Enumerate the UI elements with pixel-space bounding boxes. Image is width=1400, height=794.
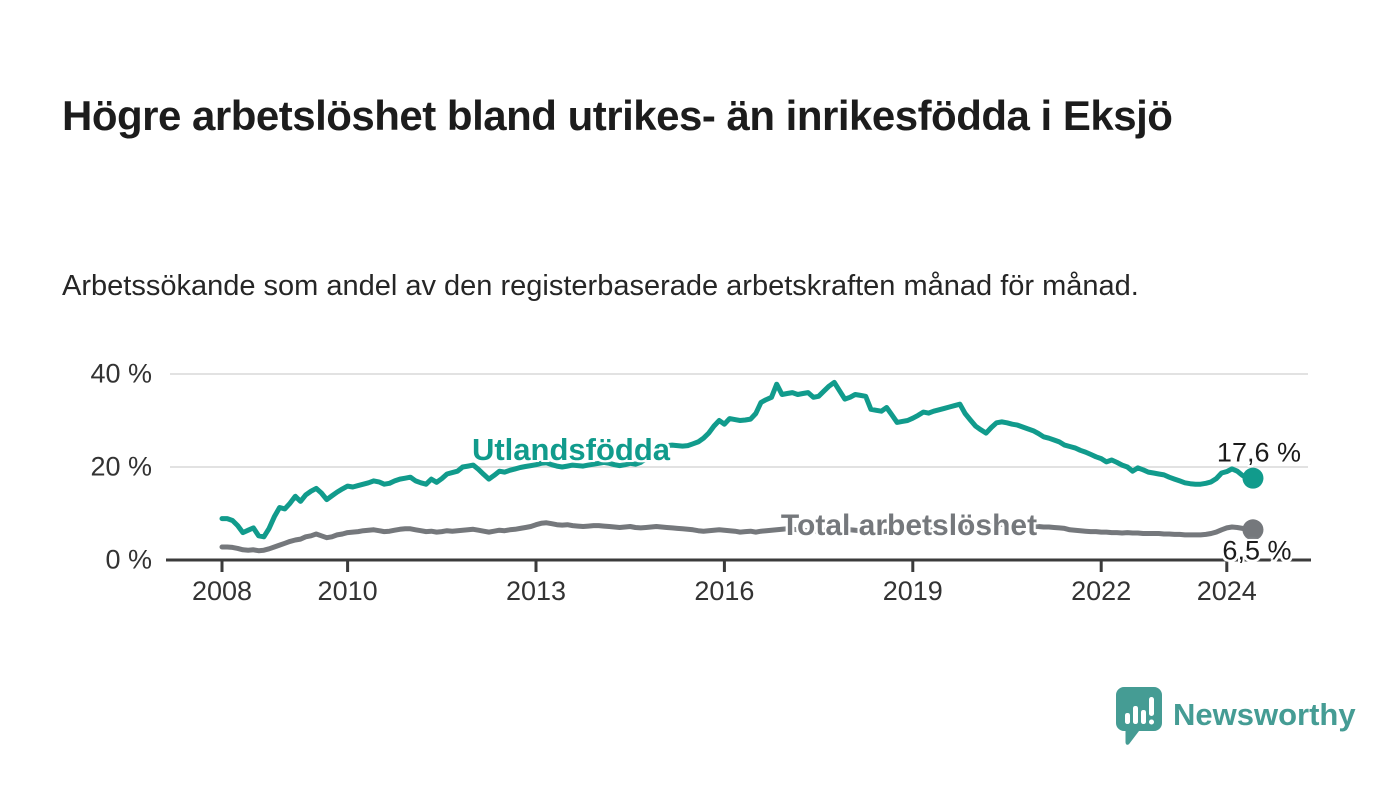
end-value-label-utlandsfodda: 17,6 % bbox=[1216, 437, 1301, 468]
end-dot-total bbox=[1242, 519, 1264, 541]
x-axis-label-2022: 2022 bbox=[1071, 576, 1132, 606]
series-label-utlandsfodda: Utlandsfödda bbox=[471, 432, 671, 467]
x-axis-label-2024: 2024 bbox=[1196, 576, 1257, 606]
y-axis-label-20: 20 % bbox=[90, 451, 152, 482]
end-dot-utlandsfodda bbox=[1242, 467, 1264, 489]
x-axis-label-2019: 2019 bbox=[882, 576, 943, 606]
x-axis-label-2010: 2010 bbox=[317, 576, 378, 606]
chart-subtitle: Arbetssökande som andel av den registerb… bbox=[62, 270, 1139, 302]
series-line-total bbox=[219, 520, 1256, 554]
x-axis-label-2008: 2008 bbox=[191, 576, 253, 606]
page-title: Högre arbetslöshet bland utrikes- än inr… bbox=[62, 92, 1173, 140]
newsworthy-bubble-chart-icon bbox=[1116, 687, 1162, 745]
x-axis-label-2016: 2016 bbox=[694, 576, 755, 606]
x-axis-label-2013: 2013 bbox=[505, 576, 567, 606]
y-axis-label-40: 40 % bbox=[90, 358, 152, 389]
series-label-total: Total arbetslöshet bbox=[780, 509, 1038, 542]
series-line-utlandsfodda bbox=[219, 379, 1256, 540]
end-value-label-total: 6,5 % bbox=[1222, 535, 1292, 566]
newsworthy-logo-text: Newsworthy bbox=[1173, 697, 1356, 732]
newsworthy-logo: Newsworthy bbox=[1115, 686, 1356, 748]
y-axis-label-0: 0 % bbox=[105, 544, 152, 575]
